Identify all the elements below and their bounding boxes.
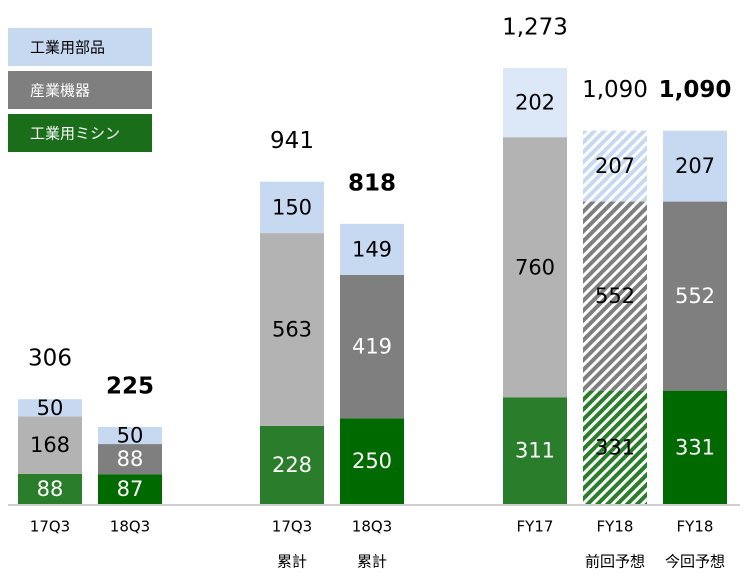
x-tick-label: 17Q3 <box>272 518 312 536</box>
value-label: 50 <box>37 396 64 420</box>
x-tick-label: 今回予想 <box>665 553 725 571</box>
value-label: 331 <box>595 435 635 459</box>
value-label: 250 <box>352 449 392 473</box>
total-label: 818 <box>348 170 396 196</box>
x-tick-label: FY18 <box>677 518 714 536</box>
x-tick-label: 累計 <box>277 553 307 571</box>
value-label: 563 <box>272 317 312 341</box>
bar-segment <box>340 274 404 419</box>
x-tick-label: 18Q3 <box>110 518 150 536</box>
value-label: 150 <box>272 195 312 219</box>
bar-segment <box>503 397 567 504</box>
value-label: 168 <box>30 433 70 457</box>
total-label: 1,090 <box>582 77 648 103</box>
bar-segment <box>340 223 404 275</box>
bar-segment <box>583 201 647 391</box>
total-label: 1,090 <box>659 77 732 103</box>
legend-label: 工業用ミシン <box>30 125 120 143</box>
bar-segment <box>503 68 567 138</box>
bar-segment <box>663 201 727 391</box>
bar-segment <box>260 181 324 234</box>
bar-segment <box>503 137 567 398</box>
total-label: 941 <box>270 128 314 154</box>
value-label: 202 <box>515 91 555 115</box>
total-label: 225 <box>106 373 154 399</box>
bar-segment <box>98 474 162 504</box>
bar-segment <box>340 418 404 504</box>
value-label: 760 <box>515 255 555 279</box>
bar-segment <box>18 473 82 504</box>
value-label: 207 <box>675 154 715 178</box>
legend-label: 工業用部品 <box>30 39 105 57</box>
bar-segment <box>260 425 324 504</box>
value-label: 88 <box>37 477 64 501</box>
value-label: 88 <box>117 447 144 471</box>
value-label: 87 <box>117 477 144 501</box>
legend-swatch <box>8 28 152 66</box>
value-label: 207 <box>595 154 635 178</box>
x-tick-label: FY18 <box>597 518 634 536</box>
value-label: 149 <box>352 237 392 261</box>
x-tick-label: 累計 <box>357 553 387 571</box>
bar-segment <box>18 399 82 417</box>
value-label: 311 <box>515 439 555 463</box>
bar-segment <box>663 130 727 202</box>
bar-segment <box>663 390 727 504</box>
x-tick-label: 17Q3 <box>30 518 70 536</box>
value-label: 552 <box>675 284 715 308</box>
bar-segment <box>583 390 647 504</box>
value-label: 50 <box>117 424 144 448</box>
value-label: 331 <box>675 435 715 459</box>
x-tick-label: FY17 <box>517 518 554 536</box>
bar-segment <box>98 444 162 475</box>
bar-segment <box>98 426 162 445</box>
value-label: 552 <box>595 284 635 308</box>
value-label: 228 <box>272 453 312 477</box>
legend-swatch <box>8 114 152 152</box>
total-label: 1,273 <box>502 15 568 41</box>
value-label: 419 <box>352 335 392 359</box>
bar-segment <box>583 130 647 202</box>
legend-label: 産業機器 <box>30 82 90 100</box>
bar-segment <box>18 416 82 474</box>
x-tick-label: 18Q3 <box>352 518 392 536</box>
x-tick-label: 前回予想 <box>585 553 645 571</box>
legend-swatch <box>8 71 152 109</box>
total-label: 306 <box>28 346 72 372</box>
bar-segment <box>260 233 324 426</box>
